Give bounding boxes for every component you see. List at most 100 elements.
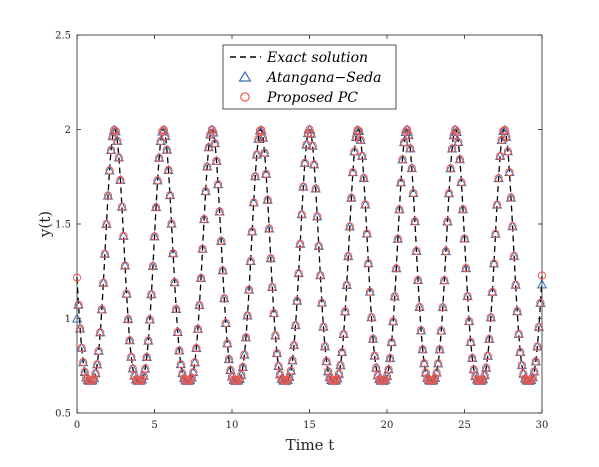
proposed-pc-point xyxy=(489,259,499,268)
proposed-pc-point xyxy=(314,241,323,251)
proposed-pc-point xyxy=(178,369,187,378)
proposed-pc-point xyxy=(254,134,263,144)
proposed-pc-point xyxy=(389,317,398,326)
proposed-pc-point xyxy=(412,246,421,256)
proposed-pc-point xyxy=(395,205,404,214)
proposed-pc-point xyxy=(102,220,111,229)
proposed-pc-point xyxy=(124,315,133,324)
proposed-pc-point xyxy=(367,313,376,322)
proposed-pc-point xyxy=(479,375,488,384)
atangana-seda-point xyxy=(71,313,83,323)
proposed-pc-point xyxy=(457,178,466,187)
proposed-pc-point xyxy=(353,125,362,135)
proposed-pc-point xyxy=(342,280,351,290)
proposed-pc-point xyxy=(448,144,457,153)
legend-proposed-label: Proposed PC xyxy=(266,90,358,106)
proposed-pc-point xyxy=(347,193,356,202)
proposed-pc-point xyxy=(417,326,426,335)
proposed-pc-point xyxy=(350,147,359,156)
proposed-pc-point xyxy=(372,363,381,372)
proposed-pc-point xyxy=(491,229,500,238)
proposed-pc-point xyxy=(296,239,305,248)
proposed-pc-point xyxy=(80,367,89,377)
proposed-pc-point xyxy=(91,369,100,378)
proposed-pc-point xyxy=(305,125,314,134)
proposed-pc-point xyxy=(148,261,158,271)
proposed-pc-markers xyxy=(72,125,547,385)
legend-circle-swatch xyxy=(240,92,250,102)
proposed-pc-point xyxy=(246,257,255,266)
proposed-pc-point xyxy=(224,355,233,364)
proposed-pc-point xyxy=(503,147,512,156)
proposed-pc-point xyxy=(294,269,303,278)
proposed-pc-point xyxy=(223,339,232,348)
proposed-pc-point xyxy=(452,127,461,137)
proposed-pc-point xyxy=(263,195,272,204)
proposed-pc-point xyxy=(120,261,130,270)
proposed-pc-point xyxy=(359,173,368,183)
proposed-pc-point xyxy=(127,352,136,361)
proposed-pc-point xyxy=(156,137,165,146)
proposed-pc-point xyxy=(316,271,325,280)
proposed-pc-point xyxy=(249,198,258,207)
proposed-pc-point xyxy=(302,140,311,149)
proposed-pc-point xyxy=(196,273,206,283)
proposed-pc-point xyxy=(430,373,440,383)
proposed-pc-point xyxy=(534,322,544,332)
proposed-pc-point xyxy=(341,307,350,316)
proposed-pc-point xyxy=(291,321,300,330)
proposed-pc-point xyxy=(461,264,471,273)
proposed-pc-point xyxy=(285,372,294,382)
proposed-pc-point xyxy=(74,300,83,309)
proposed-pc-point xyxy=(339,329,348,339)
proposed-pc-point xyxy=(308,141,317,150)
x-tick-label: 5 xyxy=(151,420,157,431)
y-axis-ticks: 0.5 1 1.5 2 2.5 xyxy=(55,31,542,420)
proposed-pc-point xyxy=(370,351,379,360)
proposed-pc-point xyxy=(355,126,364,136)
proposed-pc-point xyxy=(393,234,402,243)
proposed-pc-point xyxy=(531,357,540,366)
x-tick-label: 0 xyxy=(74,420,80,431)
proposed-pc-point xyxy=(403,125,412,134)
proposed-pc-point xyxy=(444,189,454,198)
proposed-pc-point xyxy=(266,254,275,263)
y-tick-label: 1.5 xyxy=(55,220,71,231)
proposed-pc-point xyxy=(509,251,519,261)
proposed-pc-point xyxy=(356,135,365,144)
proposed-pc-point xyxy=(364,259,373,268)
proposed-pc-point xyxy=(486,313,495,322)
proposed-pc-point xyxy=(454,138,463,147)
proposed-pc-point xyxy=(187,373,196,382)
proposed-pc-point xyxy=(466,337,475,347)
proposed-pc-point xyxy=(257,126,266,135)
x-tick-label: 30 xyxy=(536,420,549,431)
proposed-pc-point xyxy=(334,369,344,378)
proposed-pc-point xyxy=(458,205,468,214)
proposed-pc-point xyxy=(96,328,105,337)
proposed-pc-point xyxy=(237,370,246,379)
proposed-pc-point xyxy=(218,266,227,275)
proposed-pc-point xyxy=(260,148,269,157)
proposed-pc-point xyxy=(429,376,438,385)
proposed-pc-point xyxy=(161,131,170,141)
atangana-seda-point xyxy=(536,279,548,289)
proposed-pc-point xyxy=(502,132,511,142)
proposed-pc-point xyxy=(94,346,103,355)
proposed-pc-point xyxy=(345,222,354,231)
proposed-pc-point xyxy=(105,166,114,175)
proposed-pc-point xyxy=(333,374,342,383)
proposed-pc-point xyxy=(310,160,319,169)
legend-atangana-label: Atangana−Seda xyxy=(265,70,381,86)
proposed-pc-point xyxy=(262,169,271,179)
proposed-pc-point xyxy=(320,342,330,351)
proposed-pc-point xyxy=(437,326,446,335)
proposed-pc-point xyxy=(516,347,525,357)
proposed-pc-point xyxy=(220,294,229,303)
proposed-pc-point xyxy=(324,367,333,376)
proposed-pc-point xyxy=(138,375,147,384)
proposed-pc-point xyxy=(144,336,153,345)
proposed-pc-point xyxy=(331,376,340,385)
y-axis-label: y(t) xyxy=(36,211,54,238)
